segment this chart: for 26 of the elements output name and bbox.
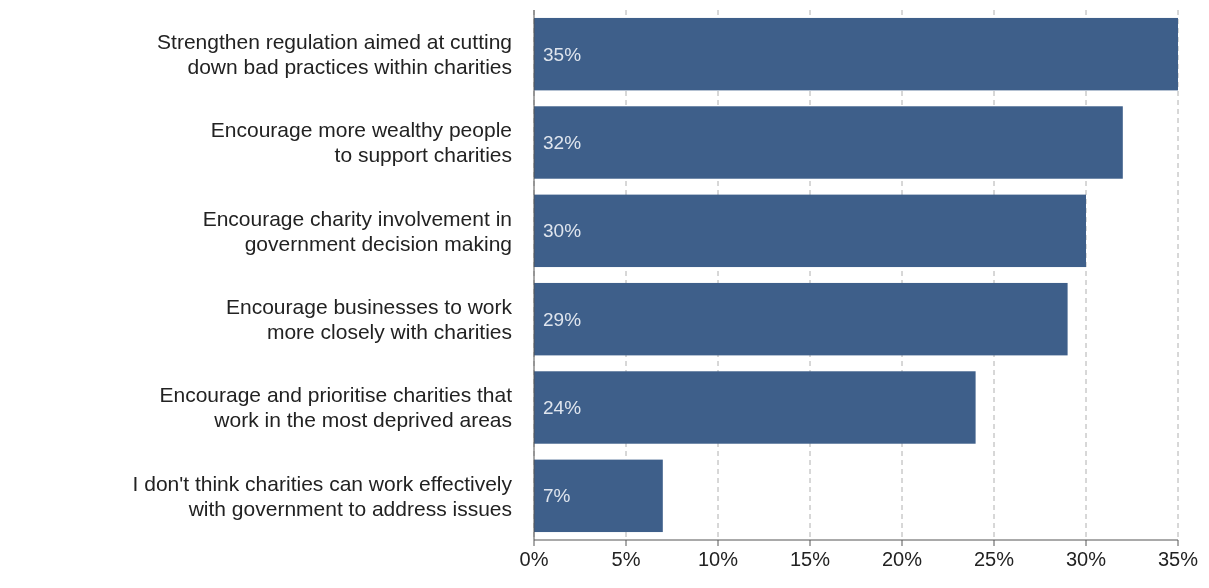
- bar: [534, 282, 1068, 356]
- y-tick-label: Strengthen regulation aimed at cutting down bad practices within charities: [157, 29, 512, 79]
- data-label: 35%: [543, 43, 582, 65]
- x-tick-label: 5%: [611, 548, 641, 570]
- data-label: 32%: [543, 132, 582, 154]
- x-tick-label: 25%: [973, 548, 1015, 570]
- bar: [534, 371, 976, 444]
- x-tick-label: 0%: [519, 548, 549, 570]
- x-tick-label: 15%: [789, 548, 831, 570]
- y-tick-label: Encourage and prioritise charities that work in the most deprived areas: [159, 383, 513, 432]
- x-tick-label: 35%: [1157, 548, 1199, 570]
- y-tick-label: Encourage charity involvement in government decision making: [202, 206, 512, 255]
- bar: [534, 17, 1178, 91]
- x-tick-label: 30%: [1065, 548, 1107, 570]
- bar: [534, 106, 1123, 179]
- x-tick-label: 20%: [881, 548, 923, 570]
- y-tick-label: I don't think charities can work effectively with government to address issues: [132, 471, 513, 520]
- y-tick-label: Encourage more wealthy people to support charities: [210, 118, 512, 167]
- y-tick-label: Encourage businesses to work more closely with charities: [226, 294, 513, 344]
- data-label: 7%: [543, 485, 571, 507]
- x-tick-label: 10%: [697, 548, 739, 570]
- data-label: 24%: [543, 397, 582, 419]
- bar: [534, 194, 1086, 268]
- data-label: 30%: [543, 220, 582, 242]
- bar: [534, 459, 663, 533]
- data-label: 29%: [543, 308, 582, 330]
